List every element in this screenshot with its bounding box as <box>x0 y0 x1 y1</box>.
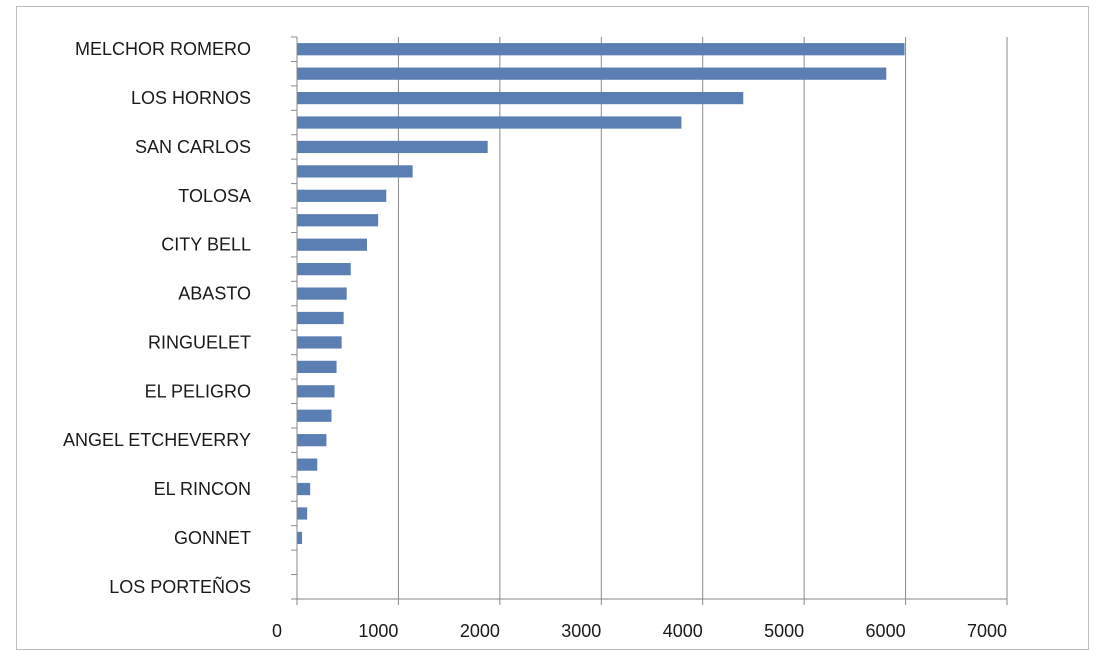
axes <box>291 36 1008 605</box>
bar-4 <box>297 140 488 154</box>
bar-1 <box>297 67 887 80</box>
category-labels: MELCHOR ROMERO LOS HORNOS SAN CARLOS TOLOSA… <box>63 39 251 597</box>
bar-10 <box>297 287 347 300</box>
category-label-16: ANGEL ETCHEVERRY <box>63 430 251 450</box>
bar-12 <box>297 336 342 349</box>
category-label-14: EL PELIGRO <box>145 381 251 401</box>
category-label-6: TOLOSA <box>178 186 251 206</box>
category-label-12: RINGUELET <box>148 332 251 352</box>
bar-16 <box>297 434 327 447</box>
bar-14 <box>297 385 335 398</box>
category-label-18: EL RINCON <box>154 479 251 499</box>
bar-8 <box>297 238 367 251</box>
bar-2 <box>297 91 744 105</box>
chart-frame: MELCHOR ROMERO LOS HORNOS SAN CARLOS TOLOSA… <box>16 6 1089 650</box>
x-tick-label-2: 2000 <box>460 621 500 641</box>
bar-19 <box>297 507 308 520</box>
category-label-20: GONNET <box>174 528 251 548</box>
bars <box>297 43 905 545</box>
bar-17 <box>297 458 318 471</box>
x-tick-label-7: 7000 <box>967 621 1007 641</box>
bar-15 <box>297 409 332 422</box>
bar-11 <box>297 311 344 325</box>
category-label-10: ABASTO <box>178 284 251 304</box>
x-tick-label-5: 5000 <box>764 621 804 641</box>
x-tick-label-4: 4000 <box>663 621 703 641</box>
bar-3 <box>297 116 682 129</box>
category-label-22: LOS PORTEÑOS <box>109 576 251 597</box>
x-tick-label-0: 0 <box>272 621 282 641</box>
category-label-0: MELCHOR ROMERO <box>75 39 251 59</box>
category-label-4: SAN CARLOS <box>135 137 251 157</box>
bar-13 <box>297 360 337 373</box>
x-tick-labels: 0 1000 2000 3000 4000 5000 6000 7000 <box>272 621 1007 641</box>
bar-9 <box>297 263 351 276</box>
bar-7 <box>297 214 379 227</box>
x-tick-label-1: 1000 <box>358 621 398 641</box>
bar-18 <box>297 482 311 496</box>
category-label-8: CITY BELL <box>161 235 251 255</box>
bar-0 <box>297 43 905 56</box>
x-tick-label-3: 3000 <box>561 621 601 641</box>
bar-5 <box>297 165 413 178</box>
bar-6 <box>297 189 387 202</box>
bar-chart: MELCHOR ROMERO LOS HORNOS SAN CARLOS TOLOSA… <box>63 36 1008 641</box>
gridlines <box>397 37 1008 599</box>
x-tick-label-6: 6000 <box>866 621 906 641</box>
bar-20 <box>297 531 303 545</box>
category-label-2: LOS HORNOS <box>131 88 251 108</box>
